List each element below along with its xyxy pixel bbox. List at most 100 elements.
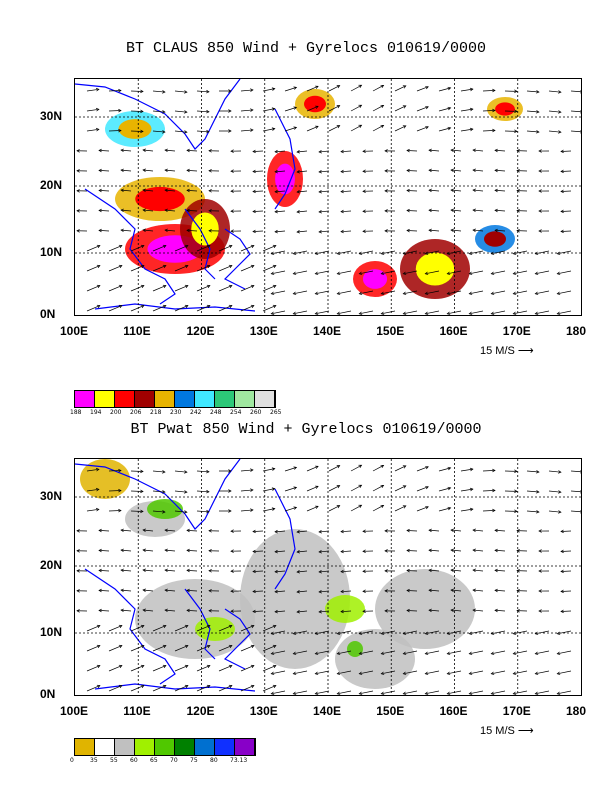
wind-arrow-head: [492, 108, 496, 113]
wind-arrow: [526, 130, 539, 133]
wind-arrow-head: [446, 251, 451, 256]
wind-arrow-head: [358, 651, 363, 656]
wind-arrow-head: [142, 608, 146, 612]
wind-arrow-head: [534, 251, 539, 256]
wind-arrow: [438, 467, 451, 472]
wind-arrow-head: [270, 651, 275, 656]
wind-arrow: [469, 670, 484, 675]
wind-arrow-head: [228, 129, 232, 133]
wind-arrow-head: [424, 631, 429, 636]
wind-arrow: [315, 670, 330, 675]
wind-arrow: [447, 250, 462, 255]
wind-arrow-head: [164, 148, 168, 153]
wind-arrow: [271, 630, 286, 635]
wind-arrow: [196, 305, 211, 312]
field-blob-core: [495, 102, 515, 116]
wind-arrow-head: [556, 271, 561, 276]
wind-arrow: [262, 108, 275, 112]
colorbar-swatch: [195, 391, 215, 407]
wind-arrow-head: [406, 568, 410, 573]
wind-arrow: [218, 665, 233, 672]
wind-arrow: [340, 610, 352, 613]
wind-arrow-head: [98, 228, 102, 233]
wind-arrow: [403, 310, 418, 315]
wind-arrow-head: [492, 88, 496, 93]
wind-arrow: [548, 510, 561, 513]
wind-arrow-head: [250, 684, 255, 689]
wind-arrow-head: [340, 609, 344, 614]
wind-arrow: [108, 685, 123, 692]
wind-arrow-head: [336, 631, 341, 636]
wind-arrow: [451, 529, 462, 532]
bottom-map-svg: [75, 459, 581, 695]
wind-arrow: [491, 670, 506, 675]
wind-arrow: [165, 609, 176, 612]
wind-arrow: [350, 124, 362, 132]
wind-arrow: [174, 645, 189, 652]
wind-arrow: [152, 285, 167, 292]
wind-arrow-head: [96, 284, 101, 289]
wind-arrow: [271, 690, 286, 695]
x-tick-label: 100E: [60, 704, 89, 718]
wind-arrow: [130, 645, 145, 652]
wind-arrow-head: [492, 488, 496, 493]
wind-arrow-head: [558, 90, 562, 94]
wind-arrow-head: [230, 149, 234, 153]
wind-arrow: [319, 550, 330, 553]
wind-arrow-head: [118, 264, 123, 269]
wind-arrow: [315, 310, 330, 315]
wind-arrow-head: [536, 470, 540, 474]
wind-arrow-head: [472, 228, 476, 233]
wind-arrow-head: [140, 489, 144, 494]
wind-arrow: [98, 210, 110, 212]
x-tick-label: 160E: [439, 324, 468, 338]
wind-arrow: [438, 487, 451, 492]
wind-arrow-head: [95, 87, 100, 92]
wind-arrow: [340, 150, 352, 153]
wind-arrow-head: [384, 189, 388, 193]
wind-arrow-head: [186, 168, 190, 173]
wind-arrow-head: [358, 104, 363, 108]
wind-arrow-head: [164, 608, 168, 613]
wind-arrow: [293, 310, 308, 315]
colorbar-swatch: [155, 739, 175, 755]
wind-arrow-head: [340, 569, 344, 574]
wind-arrow-head: [494, 588, 498, 593]
wind-arrow-head: [140, 664, 145, 669]
wind-arrow-head: [270, 691, 275, 695]
wind-arrow-head: [252, 149, 256, 154]
wind-arrow: [271, 310, 286, 315]
y-tick-label: 30N: [40, 109, 63, 123]
wind-arrow: [557, 630, 572, 635]
wind-arrow: [513, 630, 528, 635]
wind-arrow: [186, 230, 198, 232]
y-tick-label: 10N: [40, 625, 63, 639]
wind-arrow-head: [250, 624, 255, 629]
wind-arrow: [451, 189, 462, 192]
wind-arrow: [152, 130, 165, 133]
wind-arrow: [495, 529, 506, 532]
wind-arrow: [460, 128, 473, 132]
colorbar-label: 194: [90, 409, 102, 416]
wind-arrow-head: [534, 691, 539, 695]
wind-arrow: [570, 90, 581, 93]
wind-arrow: [406, 210, 418, 212]
wind-arrow-head: [384, 589, 388, 593]
wind-arrow-head: [380, 484, 385, 489]
wind-arrow-head: [228, 489, 232, 493]
wind-arrow: [337, 290, 352, 295]
wind-arrow-head: [164, 188, 168, 193]
wind-arrow-head: [230, 569, 234, 573]
colorbar-label: 254: [230, 409, 242, 416]
wind-arrow: [451, 589, 462, 592]
wind-arrow-head: [184, 664, 189, 669]
wind-arrow-head: [96, 624, 101, 629]
wind-arrow: [372, 485, 384, 492]
wind-arrow-head: [293, 506, 298, 510]
wind-arrow-head: [336, 651, 341, 656]
wind-arrow-head: [76, 149, 80, 153]
wind-arrow: [557, 690, 572, 695]
wind-arrow-head: [380, 504, 385, 509]
wind-arrow-head: [514, 489, 518, 494]
colorbar-swatch: [155, 391, 175, 407]
